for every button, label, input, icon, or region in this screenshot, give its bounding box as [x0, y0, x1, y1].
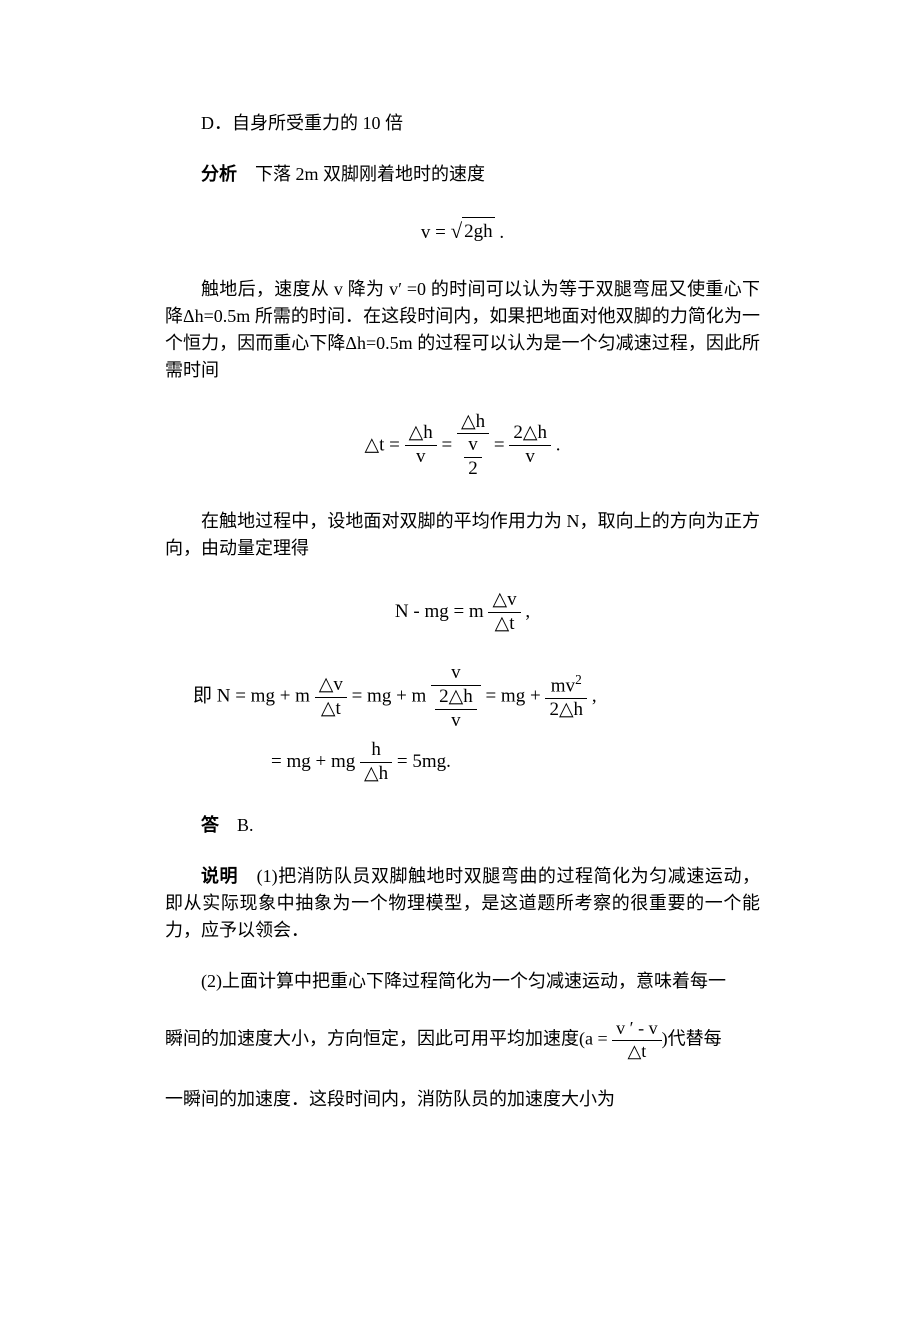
f1-lhs: v = — [421, 222, 451, 243]
f5-den: △h — [360, 763, 392, 785]
f2-n2: △h — [457, 412, 489, 435]
para-4: 一瞬间的加速度．这段时间内，消防队员的加速度大小为 — [165, 1086, 760, 1113]
f3-num: △v — [488, 590, 520, 613]
p3-den: △t — [612, 1041, 661, 1062]
para-2-text: 在触地过程中，设地面对双脚的平均作用力为 N，取向上的方向为正方向，由动量定理得 — [165, 511, 760, 558]
frac-icon: 2△hv — [509, 423, 551, 468]
f4-d1: △t — [315, 698, 347, 720]
p3a: 瞬间的加速度大小，方向恒定，因此可用平均加速度(a = — [165, 1029, 612, 1049]
f2-eq1: = — [437, 434, 457, 455]
analysis-para: 分析 下落 2m 双脚刚着地时的速度 — [165, 161, 760, 188]
answer-para: 答 B. — [165, 812, 760, 839]
f1-end: . — [495, 222, 505, 243]
formula-3: N - mg = m △v△t , — [165, 590, 760, 635]
answer-text: B. — [219, 815, 254, 835]
f1-rhs: 2gh — [462, 217, 495, 247]
frac-icon: v2 — [464, 435, 482, 480]
f5-end: = 5mg. — [392, 750, 451, 771]
answer-label: 答 — [201, 815, 219, 835]
explain-text-1: (1)把消防队员双脚触地时双腿弯曲的过程简化为匀减速运动，即从实际现象中抽象为一… — [165, 866, 760, 940]
f3-lhs: N - mg = m — [395, 601, 489, 622]
f4-mid1: = mg + m — [347, 686, 431, 707]
f4-d2n: 2△h — [435, 687, 477, 710]
frac-icon: v ′ - v△t — [612, 1019, 661, 1062]
f2-d1: v — [416, 446, 426, 467]
formula-1: v = √2gh . — [165, 216, 760, 248]
f4-mid2: = mg + — [481, 686, 546, 707]
frac-icon: △v△t — [488, 590, 520, 635]
f2-d3: v — [509, 446, 551, 468]
frac-icon: △hv2 — [457, 412, 489, 481]
f4-end1: , — [587, 686, 597, 707]
frac-icon: v2△hv — [431, 663, 481, 732]
f2-d2n: v — [464, 435, 482, 458]
f2-n1: △h — [405, 423, 437, 446]
f3-den: △t — [488, 613, 520, 635]
f2-eq2: = — [489, 434, 509, 455]
f4-n2: v — [431, 663, 481, 686]
f2-lhs: △t = — [365, 434, 405, 455]
para-1: 触地后，速度从 v 降为 v′ =0 的时间可以认为等于双腿弯屈又使重心下降Δh… — [165, 276, 760, 384]
formula-2: △t = △hv = △hv2 = 2△hv . — [165, 412, 760, 481]
explain-para-2: (2)上面计算中把重心下降过程简化为一个匀减速运动，意味着每一 — [165, 968, 760, 995]
p3-num: v ′ - v — [612, 1019, 661, 1041]
f3-end: , — [521, 601, 531, 622]
explain-text-2: (2)上面计算中把重心下降过程简化为一个匀减速运动，意味着每一 — [201, 971, 726, 991]
explain-label: 说明 — [201, 866, 238, 886]
f5-num: h — [360, 740, 392, 763]
f4-n1: △v — [315, 675, 347, 698]
f4-pre: 即 N = mg + m — [193, 686, 315, 707]
para-1-text: 触地后，速度从 v 降为 v′ =0 的时间可以认为等于双腿弯屈又使重心下降Δh… — [165, 279, 760, 380]
f4-n3: mv — [551, 676, 575, 697]
analysis-text: 下落 2m 双脚刚着地时的速度 — [237, 164, 485, 184]
f5-pre: = mg + mg — [271, 750, 360, 771]
frac-icon: △hv — [405, 423, 437, 468]
frac-icon: mv22△h — [545, 673, 587, 721]
option-d: D．自身所受重力的 10 倍 — [165, 110, 760, 137]
f2-d2d: 2 — [464, 458, 482, 480]
frac-icon: h△h — [360, 740, 392, 785]
f4-d2d: v — [435, 710, 477, 732]
f4-d3: 2△h — [545, 699, 587, 721]
p3b: )代替每 — [662, 1029, 722, 1049]
analysis-label: 分析 — [201, 164, 237, 184]
para-3: 瞬间的加速度大小，方向恒定，因此可用平均加速度(a = v ′ - v△t)代替… — [165, 1019, 760, 1062]
explain-para-1: 说明 (1)把消防队员双脚触地时双腿弯曲的过程简化为匀减速运动，即从实际现象中抽… — [165, 863, 760, 944]
option-d-label: D．自身所受重力的 10 倍 — [201, 113, 403, 133]
p4-text: 一瞬间的加速度．这段时间内，消防队员的加速度大小为 — [165, 1089, 615, 1109]
frac-icon: △v△t — [315, 675, 347, 720]
frac-icon: 2△hv — [435, 687, 477, 732]
formula-4: 即 N = mg + m △v△t = mg + m v2△hv = mg + … — [165, 663, 760, 784]
sqrt-icon: √2gh — [451, 216, 495, 248]
f2-end: . — [551, 434, 561, 455]
para-2: 在触地过程中，设地面对双脚的平均作用力为 N，取向上的方向为正方向，由动量定理得 — [165, 508, 760, 562]
f2-n3: 2△h — [509, 423, 551, 446]
